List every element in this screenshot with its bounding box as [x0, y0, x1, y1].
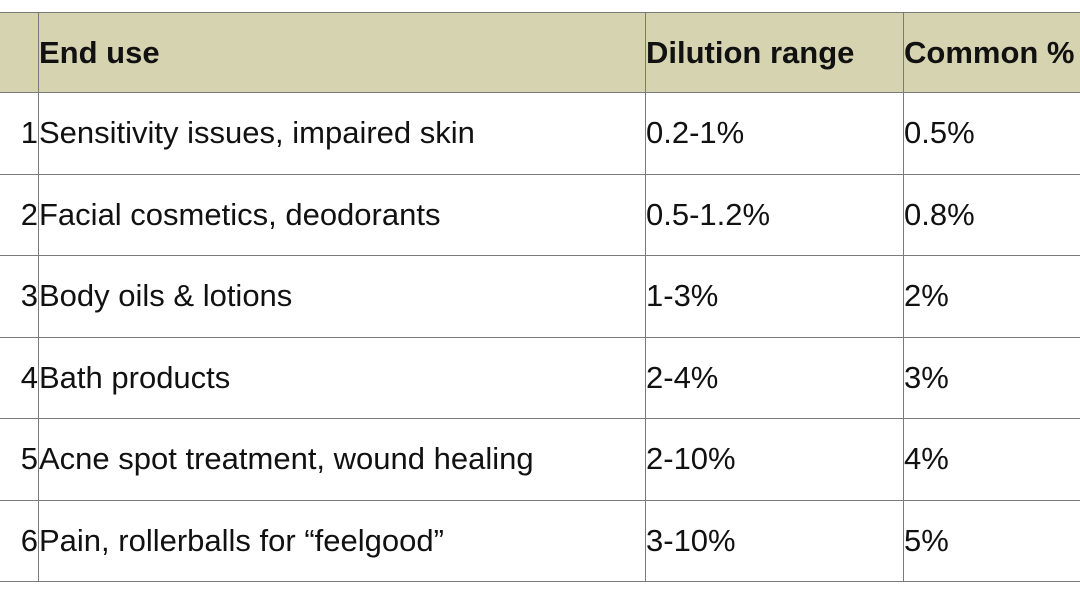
cell-end-use: Facial cosmetics, deodorants: [38, 173, 646, 256]
table-row: 5 Acne spot treatment, wound healing 2-1…: [0, 418, 1080, 501]
cell-common: 0.5%: [903, 92, 1080, 175]
cell-dilution-range: 0.2-1%: [645, 92, 904, 175]
cell-common: 2%: [903, 255, 1080, 338]
table-row: 3 Body oils & lotions 1-3% 2%: [0, 255, 1080, 338]
cell-num: 2: [0, 173, 39, 256]
cell-end-use: Bath products: [38, 336, 646, 419]
cell-common: 5%: [903, 499, 1080, 582]
header-dilution-range: Dilution range: [645, 12, 904, 93]
table-row: 4 Bath products 2-4% 3%: [0, 336, 1080, 419]
header-num: #: [0, 12, 39, 93]
table-row: 1 Sensitivity issues, impaired skin 0.2-…: [0, 92, 1080, 175]
cell-end-use: Sensitivity issues, impaired skin: [38, 92, 646, 175]
cell-end-use: Acne spot treatment, wound healing: [38, 418, 646, 501]
header-row: # End use Dilution range Common %: [0, 12, 1080, 93]
cell-dilution-range: 3-10%: [645, 499, 904, 582]
header-common: Common %: [903, 12, 1080, 93]
cell-num: 5: [0, 418, 39, 501]
cell-end-use: Body oils & lotions: [38, 255, 646, 338]
cell-num: 1: [0, 92, 39, 175]
table-row: 2 Facial cosmetics, deodorants 0.5-1.2% …: [0, 173, 1080, 256]
cell-common: 3%: [903, 336, 1080, 419]
cell-end-use: Pain, rollerballs for “feelgood”: [38, 499, 646, 582]
cell-common: 0.8%: [903, 173, 1080, 256]
cell-dilution-range: 2-4%: [645, 336, 904, 419]
cell-common: 4%: [903, 418, 1080, 501]
cell-dilution-range: 0.5-1.2%: [645, 173, 904, 256]
table-row: 6 Pain, rollerballs for “feelgood” 3-10%…: [0, 499, 1080, 582]
table-body: 1 Sensitivity issues, impaired skin 0.2-…: [0, 92, 1080, 582]
dilution-table: # End use Dilution range Common % 1 Sens…: [0, 12, 1080, 582]
header-end-use: End use: [38, 12, 646, 93]
table-header: # End use Dilution range Common %: [0, 12, 1080, 93]
cell-num: 3: [0, 255, 39, 338]
cell-dilution-range: 1-3%: [645, 255, 904, 338]
cell-num: 6: [0, 499, 39, 582]
cell-num: 4: [0, 336, 39, 419]
cell-dilution-range: 2-10%: [645, 418, 904, 501]
